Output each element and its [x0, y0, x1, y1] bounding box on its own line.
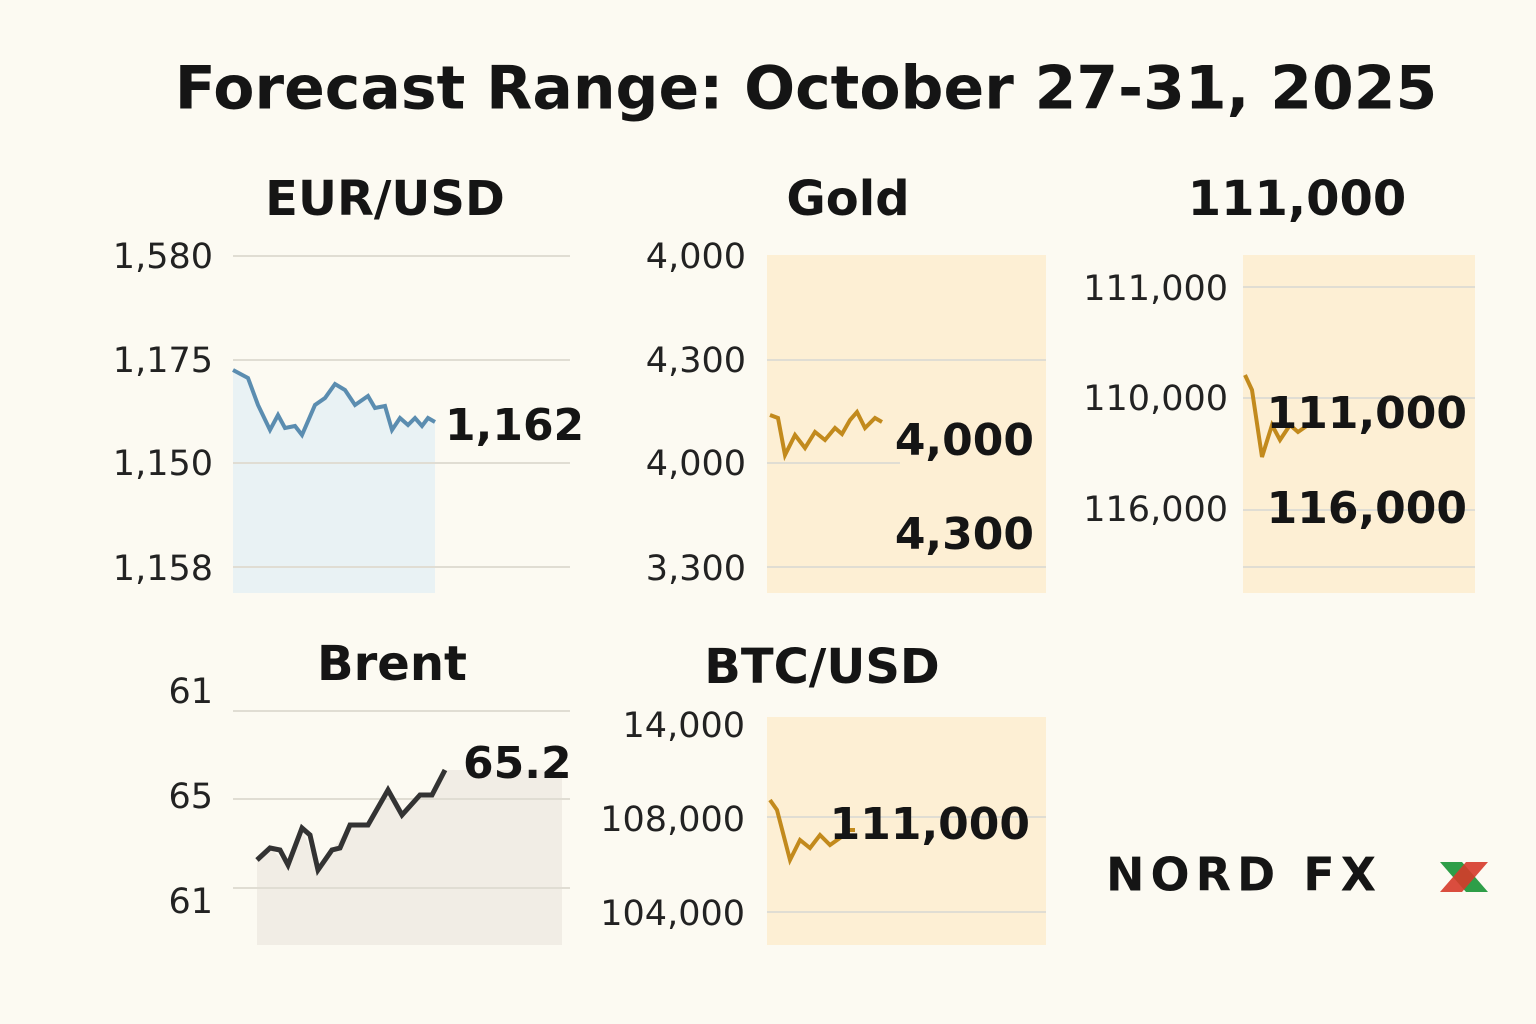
axis-label: 104,000	[600, 894, 745, 934]
callout: 116,000	[1267, 483, 1467, 534]
panel-title: Brent	[317, 636, 467, 692]
callout: 1,162	[445, 400, 584, 451]
axis-label: 4,300	[646, 341, 746, 381]
axis-label: 65	[168, 777, 213, 817]
page-title: Forecast Range: October 27-31, 2025	[175, 54, 1438, 124]
area-fill	[257, 770, 562, 945]
axis-label: 61	[168, 882, 213, 922]
axis-label: 108,000	[600, 800, 745, 840]
axis-label: 1,175	[113, 341, 213, 381]
sparkline	[1243, 374, 1310, 458]
panel-title: 111,000	[1188, 171, 1407, 227]
logo-accent	[1440, 862, 1488, 892]
axis-label: 3,300	[646, 549, 746, 589]
axis-label: 116,000	[1083, 490, 1228, 530]
axis-label: 1,150	[113, 444, 213, 484]
callout: 4,300	[895, 509, 1034, 560]
sparkline	[769, 408, 883, 462]
sparkline	[768, 798, 855, 866]
sparkline	[255, 768, 448, 877]
axis-label: 61	[168, 672, 213, 712]
panel-title: Gold	[786, 171, 909, 227]
axis-label: 1,580	[113, 237, 213, 277]
axis-label: 111,000	[1083, 269, 1228, 309]
axis-label: 1,158	[113, 549, 213, 589]
callout: 111,000	[830, 799, 1030, 850]
axis-label: 4,000	[646, 444, 746, 484]
panel-bg	[767, 255, 1046, 593]
panel-bg	[767, 717, 1046, 945]
sparkline	[232, 368, 436, 439]
callout: 65.2	[463, 738, 572, 789]
callout: 4,000	[895, 415, 1034, 466]
panel-bg	[1243, 255, 1475, 593]
axis-label: 14,000	[623, 706, 745, 746]
logo: NORD FX	[1106, 848, 1382, 902]
panel-title: EUR/USD	[265, 171, 505, 227]
axis-label: 4,000	[646, 237, 746, 277]
callout: 111,000	[1267, 388, 1467, 439]
grid-lines	[233, 255, 1475, 913]
axis-label: 110,000	[1083, 379, 1228, 419]
panel-title: BTC/USD	[704, 639, 939, 695]
